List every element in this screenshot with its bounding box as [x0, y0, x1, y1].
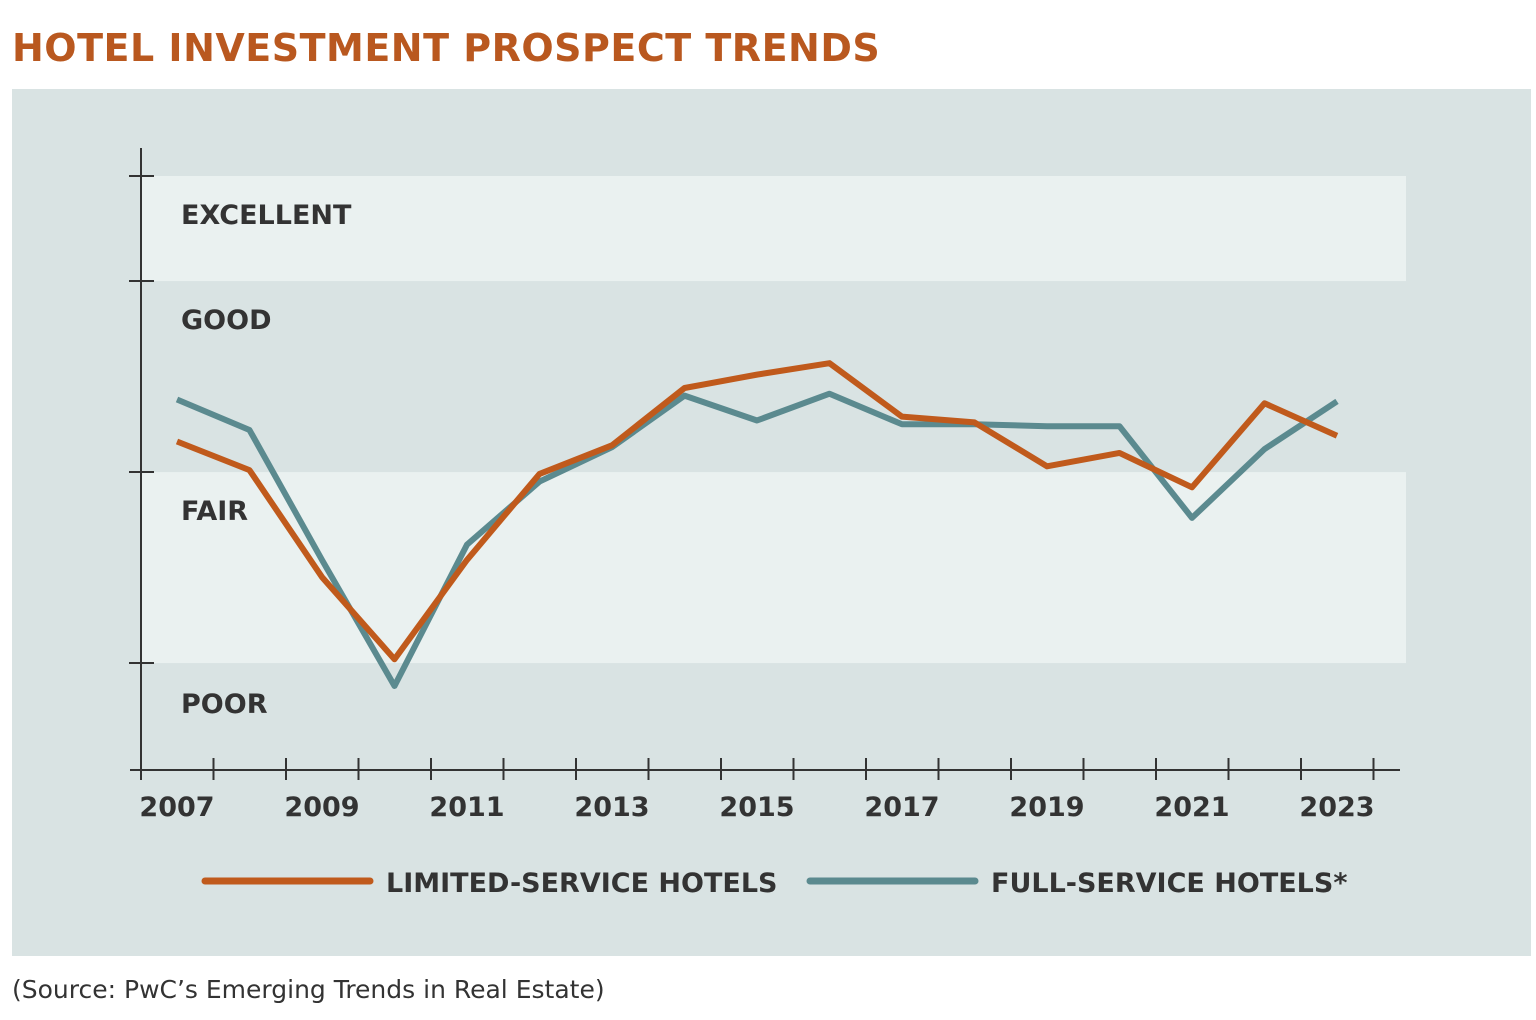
x-tick-label: 2009: [284, 792, 359, 823]
y-category-label: EXCELLENT: [181, 200, 352, 231]
band-poor: [141, 663, 1406, 770]
y-category-label: FAIR: [181, 496, 248, 527]
band-excellent: [141, 176, 1406, 282]
x-tick-label: 2017: [864, 792, 939, 823]
legend-label: FULL-SERVICE HOTELS*: [991, 868, 1347, 899]
x-tick-label: 2013: [574, 792, 649, 823]
x-tick-label: 2007: [139, 792, 214, 823]
band-fair: [141, 472, 1406, 664]
source-note: (Source: PwC’s Emerging Trends in Real E…: [12, 975, 605, 1004]
x-tick-label: 2021: [1154, 792, 1229, 823]
y-category-label: POOR: [181, 689, 268, 720]
band-good: [141, 281, 1406, 473]
chart-title: HOTEL INVESTMENT PROSPECT TRENDS: [12, 26, 881, 70]
x-tick-label: 2019: [1009, 792, 1084, 823]
legend-label: LIMITED-SERVICE HOTELS: [386, 868, 778, 899]
y-category-label: GOOD: [181, 305, 271, 336]
x-tick-label: 2015: [719, 792, 794, 823]
x-tick-label: 2023: [1299, 792, 1374, 823]
x-tick-label: 2011: [429, 792, 504, 823]
